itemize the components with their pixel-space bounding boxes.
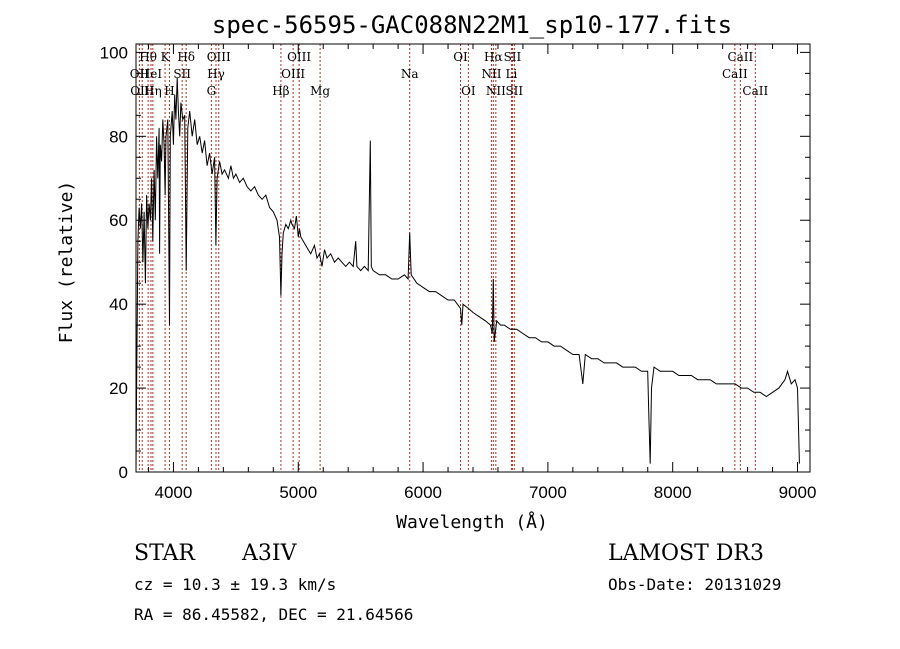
x-tick-label: 7000 bbox=[529, 483, 567, 502]
spectral-line-label: NII bbox=[481, 67, 501, 81]
y-axis-label: Flux (relative) bbox=[56, 181, 77, 344]
x-tick-label: 9000 bbox=[779, 483, 817, 502]
y-axis: 0 20 40 60 80 100 bbox=[100, 43, 810, 482]
spectral-line-label: Mg bbox=[310, 84, 330, 98]
x-axis-label: Wavelength (Å) bbox=[396, 511, 548, 533]
spectral-line-label: HeI bbox=[140, 67, 163, 81]
spectral-line-label: Hη bbox=[144, 84, 162, 98]
spectral-line-label: SII bbox=[505, 84, 523, 98]
y-tick-label: 80 bbox=[109, 127, 128, 146]
y-tick-label: 40 bbox=[109, 295, 128, 314]
spectral-line-label: SII bbox=[504, 50, 522, 64]
y-tick-label: 60 bbox=[109, 211, 128, 230]
spectral-line-label: CaII bbox=[722, 67, 748, 81]
spectral-line-label: Hγ bbox=[207, 67, 225, 81]
spectral-line-label: Li bbox=[506, 67, 518, 81]
y-tick-label: 20 bbox=[109, 379, 128, 398]
spectral-line-label: NII bbox=[486, 84, 506, 98]
object-class: STAR bbox=[134, 541, 196, 566]
spectral-line-markers bbox=[138, 44, 756, 472]
coordinates: RA = 86.45582, DEC = 21.64566 bbox=[134, 605, 413, 624]
x-tick-label: 5000 bbox=[279, 483, 317, 502]
spectral-line-label: Hδ bbox=[177, 50, 195, 64]
spectral-line-label: CaII bbox=[742, 84, 768, 98]
spectral-line-label: OI bbox=[461, 84, 476, 98]
spectral-line-label: Hθ bbox=[139, 50, 157, 64]
spectral-line-label: OIII bbox=[287, 50, 311, 64]
spectral-line-label: OIII bbox=[207, 50, 231, 64]
spectral-line-label: K bbox=[161, 50, 171, 64]
y-tick-label: 0 bbox=[119, 463, 128, 482]
spectral-line-label: Na bbox=[401, 67, 419, 81]
spectral-line-label: OI bbox=[453, 50, 468, 64]
flux-series-line bbox=[135, 77, 800, 473]
x-tick-label: 4000 bbox=[155, 483, 193, 502]
y-tick-label: 100 bbox=[100, 43, 128, 62]
plot-frame bbox=[135, 43, 811, 473]
survey-name: LAMOST DR3 bbox=[608, 541, 764, 566]
spectral-line-label: OII bbox=[130, 67, 150, 81]
spectral-line-label: OIII bbox=[281, 67, 305, 81]
spectral-line-label: SII bbox=[173, 67, 191, 81]
x-axis: 4000 5000 6000 7000 8000 9000 bbox=[147, 44, 817, 502]
x-tick-label: 6000 bbox=[404, 483, 442, 502]
observation-date: Obs-Date: 20131029 bbox=[608, 575, 781, 594]
redshift-velocity: cz = 10.3 ± 19.3 km/s bbox=[134, 575, 336, 594]
spectral-line-label: CaII bbox=[727, 50, 753, 64]
spectral-line-label: Hα bbox=[484, 50, 503, 64]
spectral-line-label: H bbox=[164, 84, 174, 98]
chart-title: spec-56595-GAC088N22M1_sp10-177.fits bbox=[212, 11, 732, 39]
spectral-line-label: Hβ bbox=[272, 84, 289, 98]
spectral-line-label: G bbox=[207, 84, 217, 98]
x-tick-label: 8000 bbox=[654, 483, 692, 502]
object-subclass: A3IV bbox=[241, 541, 298, 566]
